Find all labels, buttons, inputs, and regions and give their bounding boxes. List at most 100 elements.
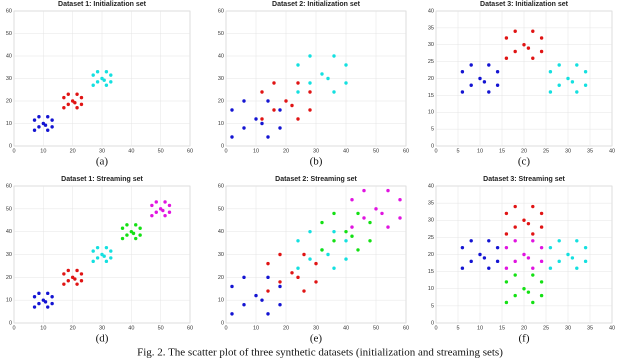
x-tick-label: 30 <box>313 325 319 331</box>
y-tick-label: 10 <box>218 121 224 127</box>
x-tick-label: 25 <box>543 325 549 331</box>
point <box>513 239 517 243</box>
point <box>314 261 318 266</box>
x-tick-label: 60 <box>187 148 193 154</box>
point <box>278 303 282 307</box>
point <box>504 232 509 236</box>
point <box>308 90 312 94</box>
point <box>50 118 54 122</box>
point <box>109 73 113 77</box>
point <box>278 252 282 257</box>
point <box>548 245 553 250</box>
point <box>46 291 50 296</box>
x-tick-label: 10 <box>477 325 483 331</box>
x-tick-label: 10 <box>40 148 46 154</box>
point <box>522 287 526 291</box>
y-tick-label: 35 <box>428 25 434 31</box>
x-tick-label: 60 <box>187 325 193 331</box>
point <box>531 232 535 236</box>
caption: Fig. 2. The scatter plot of three synthe… <box>137 347 503 359</box>
x-tick-label: 40 <box>343 325 349 331</box>
x-tick-label: 50 <box>158 148 164 154</box>
x-tick-label: 50 <box>373 325 379 331</box>
point <box>75 106 79 110</box>
point <box>104 83 109 87</box>
point <box>495 259 500 264</box>
point <box>290 271 294 275</box>
panel-label: (f) <box>519 333 530 345</box>
point <box>62 272 66 276</box>
point <box>314 280 318 284</box>
point <box>260 121 264 126</box>
point <box>79 272 84 276</box>
point <box>37 301 41 306</box>
point <box>504 245 509 250</box>
point <box>266 289 270 293</box>
point <box>120 226 125 230</box>
point <box>539 293 544 298</box>
point <box>575 266 579 270</box>
point <box>513 273 517 277</box>
x-tick-label: 15 <box>499 325 505 331</box>
point <box>278 126 282 130</box>
x-tick-label: 0 <box>12 325 15 331</box>
point <box>374 207 378 211</box>
point <box>254 117 258 121</box>
x-tick-label: 5 <box>456 148 459 154</box>
point <box>469 63 473 67</box>
x-tick-label: 60 <box>403 148 409 154</box>
point <box>308 257 312 261</box>
point <box>102 254 106 258</box>
point <box>557 63 561 67</box>
point <box>242 303 246 307</box>
point <box>487 63 491 67</box>
point <box>460 70 465 74</box>
point <box>469 259 473 264</box>
point <box>469 239 473 243</box>
y-tick-label: 0 <box>431 320 434 326</box>
point <box>368 220 372 225</box>
chart-title: Dataset 1: Streaming set <box>61 176 143 183</box>
point <box>350 198 354 202</box>
point <box>154 200 158 204</box>
point <box>398 198 402 202</box>
x-tick-label: 0 <box>12 148 15 154</box>
point <box>50 125 54 129</box>
point <box>350 234 354 238</box>
point <box>469 83 473 87</box>
x-tick-label: 0 <box>434 325 437 331</box>
point <box>386 188 390 193</box>
point <box>362 188 366 193</box>
point <box>46 128 50 132</box>
point <box>266 261 270 266</box>
point <box>332 239 336 243</box>
x-tick-label: 25 <box>543 148 549 154</box>
x-tick-label: 40 <box>128 148 134 154</box>
point <box>138 233 142 237</box>
point <box>302 289 306 293</box>
point <box>73 277 77 281</box>
x-tick-label: 60 <box>403 325 409 331</box>
x-tick-label: 10 <box>40 325 46 331</box>
point <box>504 266 509 270</box>
y-tick-label: 15 <box>428 93 434 99</box>
point <box>531 56 535 60</box>
point <box>531 273 535 277</box>
y-tick-label: 40 <box>218 229 224 235</box>
panel-label: (a) <box>96 156 109 168</box>
point <box>356 248 360 252</box>
point <box>332 229 336 234</box>
point <box>320 248 324 252</box>
point <box>539 211 544 216</box>
point <box>570 80 575 84</box>
point <box>513 49 517 54</box>
y-tick-label: 40 <box>428 183 434 189</box>
point <box>526 256 531 260</box>
point <box>296 117 300 121</box>
point <box>242 275 246 280</box>
point <box>296 266 300 270</box>
point <box>583 259 588 264</box>
point <box>575 63 579 67</box>
point <box>37 125 41 129</box>
x-tick-label: 5 <box>456 325 459 331</box>
